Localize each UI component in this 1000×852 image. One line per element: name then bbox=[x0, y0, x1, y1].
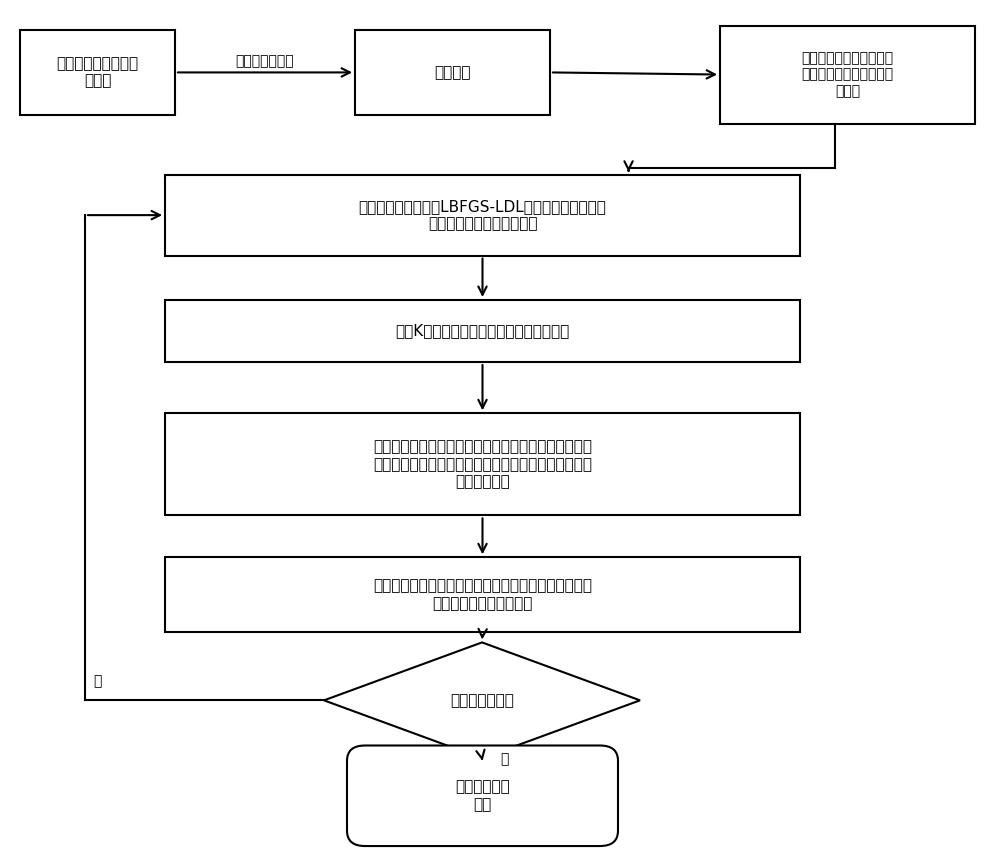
Text: 是: 是 bbox=[500, 752, 508, 767]
Polygon shape bbox=[324, 642, 640, 758]
Text: 根据标记年龄和伪年龄对人脸图片进行分组，从每个年
龄组中挑选出置信度高的人脸图片，并用其来更新该年
龄对应的方差: 根据标记年龄和伪年龄对人脸图片进行分组，从每个年 龄组中挑选出置信度高的人脸图片… bbox=[373, 440, 592, 489]
Text: 人脸年龄估计
模型: 人脸年龄估计 模型 bbox=[455, 780, 510, 812]
FancyBboxPatch shape bbox=[720, 26, 975, 124]
Text: 利用更新的方差来对所有人脸图片更新年龄分布，并将
所有人脸图片作为训练集: 利用更新的方差来对所有人脸图片更新年龄分布，并将 所有人脸图片作为训练集 bbox=[373, 579, 592, 611]
Text: 特征向量: 特征向量 bbox=[434, 65, 471, 80]
FancyBboxPatch shape bbox=[165, 413, 800, 515]
FancyBboxPatch shape bbox=[20, 30, 175, 115]
Text: 特征提取、降维: 特征提取、降维 bbox=[236, 55, 294, 68]
Text: 否: 否 bbox=[93, 675, 101, 688]
FancyBboxPatch shape bbox=[165, 557, 800, 632]
Text: 利用K近邻方法对未标记图片估计其伪年龄: 利用K近邻方法对未标记图片估计其伪年龄 bbox=[395, 324, 570, 338]
Text: 为已标记的人脸图片初始
化年龄分布，并将其作为
训练集: 为已标记的人脸图片初始 化年龄分布，并将其作为 训练集 bbox=[801, 51, 894, 98]
Text: 利用当前训练集训练LBFGS-LDL模型，并利用模型对
所有图片进行年龄分布预测: 利用当前训练集训练LBFGS-LDL模型，并利用模型对 所有图片进行年龄分布预测 bbox=[359, 199, 606, 232]
FancyBboxPatch shape bbox=[165, 175, 800, 256]
Text: 达到终止条件？: 达到终止条件？ bbox=[450, 693, 514, 708]
FancyBboxPatch shape bbox=[165, 300, 800, 362]
Text: 已标记和未标记的人
脸图片: 已标记和未标记的人 脸图片 bbox=[56, 56, 139, 89]
FancyBboxPatch shape bbox=[347, 746, 618, 846]
FancyBboxPatch shape bbox=[355, 30, 550, 115]
